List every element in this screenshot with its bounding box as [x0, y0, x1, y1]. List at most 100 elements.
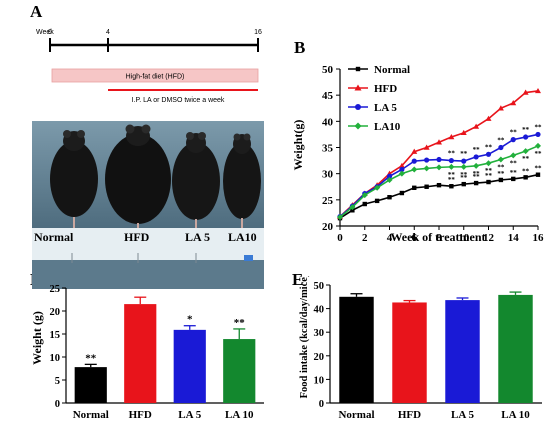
chart-b-y-tick-label: 20 [322, 221, 334, 233]
chart-b-point [522, 89, 529, 95]
chart-b-significance: ** [522, 167, 530, 175]
chart-d-bar [124, 304, 157, 403]
chart-d-category-label: LA 5 [178, 409, 201, 421]
chart-b-x-tick-label: 6 [412, 232, 418, 244]
chart-d-y-axis-label: Weight (g) [32, 311, 44, 365]
chart-e-y-tick-label: 40 [314, 305, 325, 316]
chart-b-point [386, 176, 393, 183]
chart-b-significance: ** [522, 126, 530, 134]
chart-b-y-tick-label: 30 [322, 169, 334, 181]
weight-bar-chart: 0 5 10 15 20 25 ** Normal HFD * LA 5 ** LA 10 Weigh… [32, 284, 264, 421]
chart-b-point [398, 170, 405, 177]
chart-b-series-la5 [337, 131, 541, 220]
food-intake-bar-chart: 0 10 20 30 40 50 Normal HFD LA 5 LA 10 Food inta… [299, 276, 542, 421]
chart-b-legend-item: Normal [348, 64, 410, 76]
chart-b-legend-label: HFD [374, 83, 397, 95]
chart-b-point [448, 157, 454, 164]
chart-b-point [423, 165, 430, 172]
chart-b-point [436, 182, 442, 188]
chart-b-point [424, 157, 430, 163]
panel-letter-e: E [292, 270, 304, 289]
chart-b-x-axis-label: Week of treatment [390, 230, 485, 244]
chart-e-y-tick-label: 50 [314, 281, 325, 292]
chart-b-point [448, 134, 455, 140]
chart-d-category-label: Normal [73, 409, 109, 421]
chart-b-legend-marker [354, 84, 362, 91]
chart-b-significance: ** [448, 171, 456, 179]
chart-e-category-label: LA 5 [451, 409, 474, 421]
mouse-photo-labels: Normal HFD LA 5 LA10 [32, 228, 264, 250]
chart-b-point [485, 151, 492, 157]
chart-b-point [473, 180, 479, 186]
chart-b-significance: ** [473, 146, 481, 154]
chart-d-y-tick-label: 25 [50, 284, 61, 295]
chart-b-legend-marker [355, 66, 361, 72]
chart-b-x-tick-label: 4 [387, 232, 393, 244]
chart-e-bar [392, 302, 427, 403]
chart-b-y-tick-label: 40 [322, 116, 334, 128]
chart-b-x-tick-label: 12 [483, 232, 495, 244]
chart-b-significance: ** [535, 150, 543, 158]
chart-d-bar [223, 339, 256, 403]
chart-b-point [424, 184, 429, 189]
chart-b-x-tick-label: 16 [533, 232, 545, 244]
chart-e-y-tick-label: 30 [314, 328, 325, 339]
chart-b-point [350, 208, 355, 213]
chart-b-significance: ** [497, 137, 505, 145]
timeline: Week 0 4 16 High-fat diet (HFD) I.P. LA … [36, 29, 262, 104]
chart-b-point [497, 156, 504, 163]
chart-b-legend-item: LA10 [348, 121, 401, 133]
chart-b-point [460, 163, 467, 170]
chart-b-significance: ** [473, 173, 481, 181]
chart-b-y-tick-label: 35 [322, 143, 334, 155]
chart-b-y-axis-label: Weight(g) [291, 120, 305, 171]
chart-d-y-tick-label: 5 [55, 376, 60, 387]
chart-b-point [461, 181, 466, 187]
chart-b-point [535, 172, 541, 177]
chart-b-series-la10 [337, 142, 541, 221]
chart-b-point [510, 137, 516, 143]
chart-b-point [448, 163, 455, 170]
photo-label-la10: LA10 [228, 230, 257, 244]
chart-e-category-label: LA 10 [501, 409, 530, 421]
photo-label-hfd: HFD [124, 230, 150, 244]
chart-d-bar [173, 329, 206, 403]
chart-b-series-normal [337, 172, 541, 221]
chart-b-point [436, 139, 442, 145]
chart-b-legend-item: LA 5 [348, 102, 397, 114]
chart-b-point [374, 198, 380, 204]
chart-b-point [486, 179, 491, 185]
hfd-bar [51, 68, 259, 83]
chart-b-significance: ** [510, 129, 518, 137]
chart-b-point [510, 100, 517, 106]
chart-b-point [361, 192, 368, 199]
chart-b-x-tick-label: 8 [436, 232, 442, 244]
chart-e-y-tick-label: 10 [314, 375, 325, 386]
chart-b-point [411, 148, 418, 154]
chart-d-significance: ** [234, 317, 246, 329]
chart-d-y-tick-label: 15 [50, 330, 61, 341]
chart-b-y-tick-label: 25 [322, 195, 334, 207]
chart-d-y-tick-label: 0 [55, 399, 60, 410]
chart-b-point [411, 166, 418, 173]
chart-b-point [498, 144, 504, 151]
chart-b-significance: ** [473, 170, 481, 178]
panel-letter-a: A [30, 2, 43, 21]
chart-b-point [436, 156, 442, 163]
chart-b-point [349, 204, 356, 211]
chart-b-point [522, 148, 529, 155]
chart-e-category-label: HFD [398, 409, 421, 421]
treatment-label: I.P. LA or DMSO twice a week [132, 97, 225, 104]
chart-b-point [523, 175, 528, 180]
chart-b-significance: ** [497, 164, 505, 172]
chart-b-significance: ** [522, 155, 530, 163]
chart-b-x-tick-label: 14 [508, 232, 520, 244]
chart-b-point [535, 142, 541, 149]
chart-e-y-tick-label: 20 [314, 352, 325, 363]
timeline-tick-0: 0 [48, 29, 52, 36]
chart-b-significance: ** [485, 167, 493, 175]
chart-b-x-tick-label: 0 [337, 232, 343, 244]
chart-d-significance: ** [85, 352, 97, 364]
chart-d-category-label: HFD [129, 409, 152, 421]
